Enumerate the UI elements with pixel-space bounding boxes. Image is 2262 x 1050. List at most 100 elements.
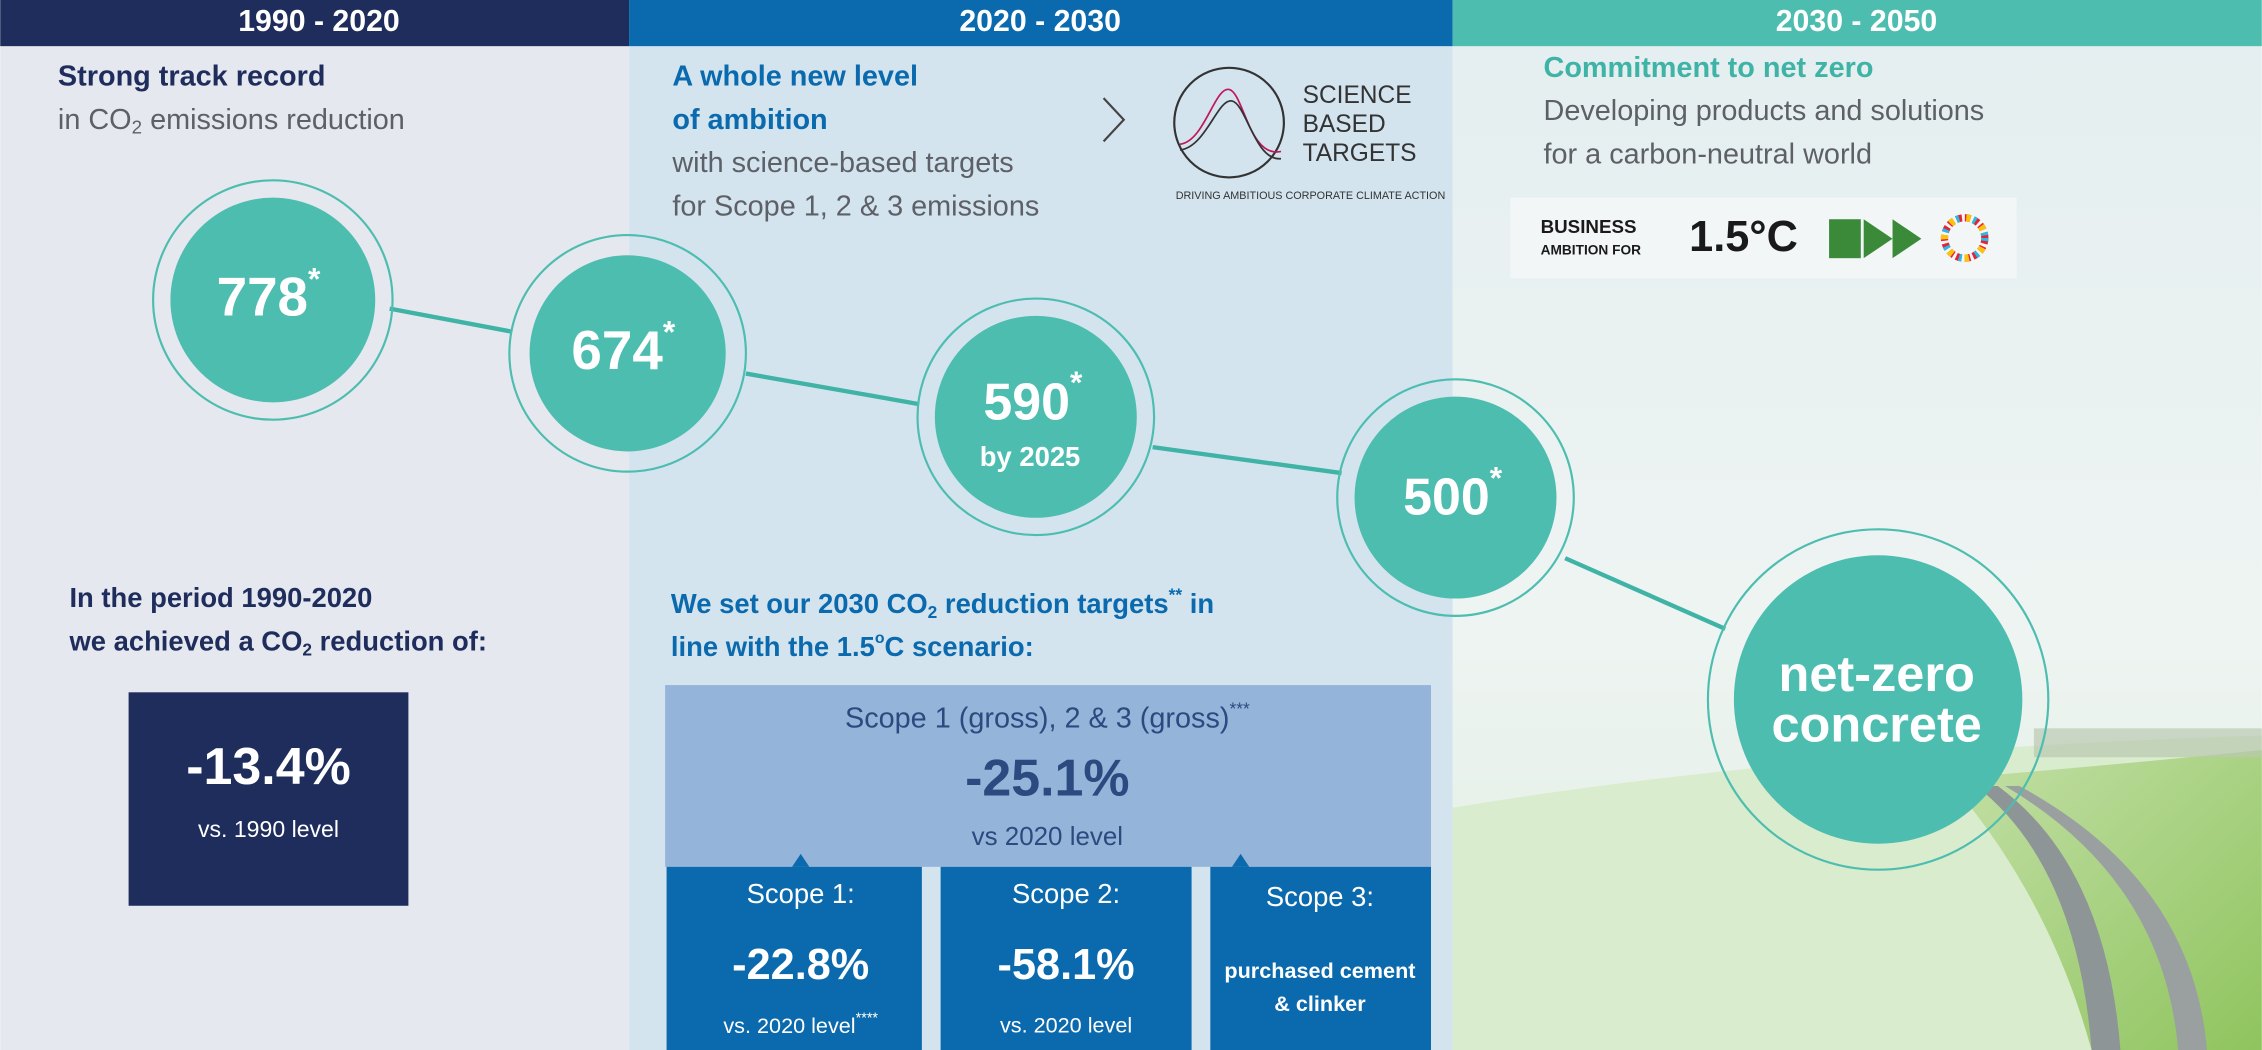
superscript: **** bbox=[856, 1010, 879, 1026]
result-note: vs. 1990 level bbox=[198, 816, 339, 842]
scope-text: purchased cement bbox=[1224, 958, 1415, 983]
header: 1990 - 2020 bbox=[238, 5, 400, 38]
title: A whole new level bbox=[672, 61, 918, 93]
scope-label: Scope 3: bbox=[1266, 881, 1374, 912]
landscape-road bbox=[1976, 786, 2121, 1050]
pointer bbox=[792, 853, 810, 867]
scope-value: -58.1% bbox=[998, 941, 1135, 989]
total-box bbox=[665, 685, 1431, 867]
targets-text: line with the 1.5oC scenario: bbox=[671, 630, 1034, 662]
badge-icon bbox=[1829, 219, 1861, 259]
sdg-wheel bbox=[1940, 214, 1989, 262]
text: emissions reduction bbox=[142, 104, 405, 136]
title: of ambition bbox=[672, 104, 827, 136]
superscript: * bbox=[663, 314, 676, 350]
milestone-value: 674* bbox=[571, 314, 675, 381]
scope-box bbox=[1210, 866, 1431, 1050]
milestone-note: by 2025 bbox=[980, 441, 1081, 472]
superscript: *** bbox=[1230, 698, 1250, 718]
badge-text: BUSINESS bbox=[1541, 216, 1637, 237]
superscript: * bbox=[1490, 460, 1503, 496]
text: with science-based targets bbox=[671, 147, 1013, 179]
text: reduction targets bbox=[937, 588, 1168, 619]
scope-note: vs. 2020 level**** bbox=[723, 1010, 878, 1038]
milestone-ring bbox=[1706, 528, 2050, 871]
badge-icon bbox=[1863, 219, 1922, 259]
milestone-value: 590* bbox=[983, 364, 1083, 431]
sdg-wheel bbox=[1940, 214, 1989, 262]
sbt-logo-text: TARGETS bbox=[1303, 140, 1417, 167]
sbt-logo-text: SCIENCE bbox=[1303, 82, 1412, 109]
connector bbox=[745, 371, 918, 406]
superscript: * bbox=[1070, 364, 1083, 400]
title: Strong track record bbox=[58, 61, 326, 93]
value: 590 bbox=[983, 373, 1070, 431]
scope-label: Scope 1: bbox=[747, 878, 855, 909]
connector bbox=[389, 306, 513, 334]
text: in CO bbox=[58, 104, 132, 136]
result-box bbox=[128, 692, 409, 906]
text: Scope 1 (gross), 2 & 3 (gross) bbox=[845, 702, 1230, 734]
text: in bbox=[1182, 588, 1214, 619]
header-bar bbox=[1452, 0, 2262, 47]
scope-label: Scope 2: bbox=[1012, 878, 1120, 909]
scope-value: -22.8% bbox=[732, 941, 869, 989]
text: line with the 1.5 bbox=[671, 631, 875, 662]
milestone-value: 778* bbox=[217, 261, 321, 328]
badge-text: 1.5°C bbox=[1689, 213, 1798, 261]
milestone-ring bbox=[152, 179, 394, 421]
text: Developing products and solutions bbox=[1544, 95, 1985, 127]
milestone-label: net-zero bbox=[1779, 645, 1975, 702]
arrow bbox=[1102, 97, 1126, 143]
text: C scenario: bbox=[885, 631, 1034, 662]
scope-text: & clinker bbox=[1274, 991, 1366, 1016]
superscript: o bbox=[875, 630, 885, 647]
value: 500 bbox=[1403, 468, 1490, 526]
text: vs. 2020 level bbox=[723, 1013, 855, 1038]
milestone-ring bbox=[916, 297, 1156, 537]
subscript: 2 bbox=[928, 602, 938, 622]
superscript: * bbox=[308, 261, 321, 297]
sbt-tagline: DRIVING AMBITIOUS CORPORATE CLIMATE ACTI… bbox=[1176, 190, 1446, 202]
scope-box bbox=[666, 866, 922, 1050]
scope-note: vs. 2020 level bbox=[1000, 1013, 1132, 1038]
value: 674 bbox=[571, 319, 663, 381]
milestone-label: concrete bbox=[1771, 696, 1981, 753]
landscape-trees bbox=[2033, 728, 2262, 758]
milestone bbox=[934, 315, 1137, 518]
pointer bbox=[1231, 853, 1250, 867]
milestone-ring bbox=[1336, 378, 1575, 617]
value: 778 bbox=[217, 266, 308, 328]
connectors bbox=[389, 306, 1727, 631]
sbt-logo-text: BASED bbox=[1303, 111, 1386, 138]
total-note: vs 2020 level bbox=[972, 821, 1123, 851]
total-label: Scope 1 (gross), 2 & 3 (gross)*** bbox=[845, 698, 1250, 734]
result-value: -13.4% bbox=[186, 738, 350, 796]
text: We set our 2030 CO bbox=[671, 588, 928, 619]
title: Commitment to net zero bbox=[1544, 52, 1874, 84]
milestone-value: 500* bbox=[1403, 460, 1503, 527]
connector bbox=[1564, 556, 1727, 631]
milestone bbox=[1354, 396, 1557, 599]
total-value: -25.1% bbox=[965, 749, 1129, 807]
superscript: ** bbox=[1169, 584, 1183, 604]
header-bar bbox=[0, 0, 630, 47]
scope-box bbox=[940, 866, 1192, 1050]
period-text: we achieved a CO2 reduction of: bbox=[68, 626, 487, 660]
milestone bbox=[170, 197, 376, 403]
period-text: In the period 1990-2020 bbox=[69, 582, 372, 613]
milestone bbox=[529, 255, 726, 452]
targets-text: We set our 2030 CO2 reduction targets** … bbox=[671, 584, 1214, 621]
header: 2020 - 2030 bbox=[959, 5, 1121, 38]
sbt-logo-ring bbox=[1173, 66, 1285, 179]
header: 2030 - 2050 bbox=[1776, 5, 1938, 38]
subtitle: in CO2 emissions reduction bbox=[58, 104, 405, 138]
subscript: 2 bbox=[132, 116, 142, 137]
text: for a carbon-neutral world bbox=[1544, 138, 1872, 170]
sbt-logo-curve bbox=[1179, 88, 1282, 153]
milestone-ring bbox=[508, 234, 747, 473]
sbt-logo-curve bbox=[1179, 100, 1282, 160]
badge bbox=[1510, 197, 2017, 279]
